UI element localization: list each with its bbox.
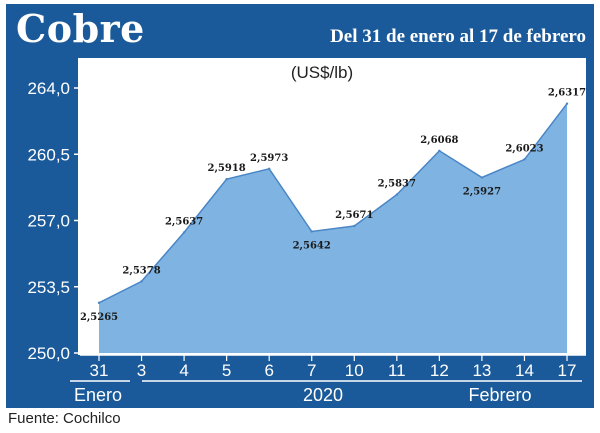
data-label: 2,6317 (548, 88, 586, 99)
data-label: 2,5642 (293, 240, 331, 251)
y-tick-label: 264,0 (27, 79, 70, 98)
x-tick-label: 5 (222, 361, 231, 380)
y-tick-label: 257,0 (27, 212, 70, 231)
source-note: Fuente: Cochilco (8, 410, 121, 427)
x-tick-label: 7 (307, 361, 316, 380)
price-area (99, 103, 567, 353)
chart-subtitle: Del 31 de enero al 17 de febrero (330, 26, 586, 47)
data-label: 2,6023 (505, 143, 543, 154)
data-point (310, 230, 313, 233)
data-point (267, 167, 271, 171)
period-label-enero: Enero (74, 385, 122, 405)
unit-label: (US$/lb) (291, 63, 353, 82)
x-tick-label: 3 (137, 361, 146, 380)
data-label: 2,5671 (335, 210, 373, 221)
data-label: 2,5837 (378, 179, 416, 190)
chart-title: Cobre (16, 6, 145, 51)
x-tick-label: 17 (558, 361, 577, 380)
x-tick-label: 10 (345, 361, 364, 380)
y-tick-label: 260,5 (27, 145, 70, 164)
price-line (98, 103, 568, 304)
x-tick-label: 11 (388, 361, 406, 380)
data-point (97, 301, 101, 305)
data-point (565, 102, 569, 105)
x-tick-label: 13 (472, 361, 491, 380)
x-tick-label: 6 (264, 361, 273, 380)
y-tick-label: 253,5 (27, 278, 70, 297)
data-point (395, 193, 399, 196)
data-point (182, 231, 186, 234)
x-tick-label: 14 (515, 361, 534, 380)
y-tick-label: 250,0 (27, 344, 70, 363)
data-point (438, 149, 441, 153)
period-label-year: 2020 (303, 385, 343, 405)
x-tick-label: 4 (179, 361, 188, 380)
data-label: 2,5927 (463, 187, 501, 198)
data-label: 2,5378 (122, 265, 160, 276)
data-point (225, 178, 228, 181)
data-label: 2,6068 (420, 135, 458, 146)
period-label-febrero: Febrero (468, 385, 531, 405)
data-point (140, 280, 143, 283)
x-tick-label: 31 (90, 361, 109, 380)
data-label: 2,5265 (80, 312, 118, 323)
data-point (353, 224, 356, 228)
data-label: 2,5637 (165, 216, 203, 227)
data-point (523, 158, 526, 161)
data-label: 2,5973 (250, 153, 288, 164)
data-point (480, 176, 484, 179)
x-tick-label: 12 (430, 361, 449, 380)
data-label: 2,5918 (207, 163, 245, 174)
